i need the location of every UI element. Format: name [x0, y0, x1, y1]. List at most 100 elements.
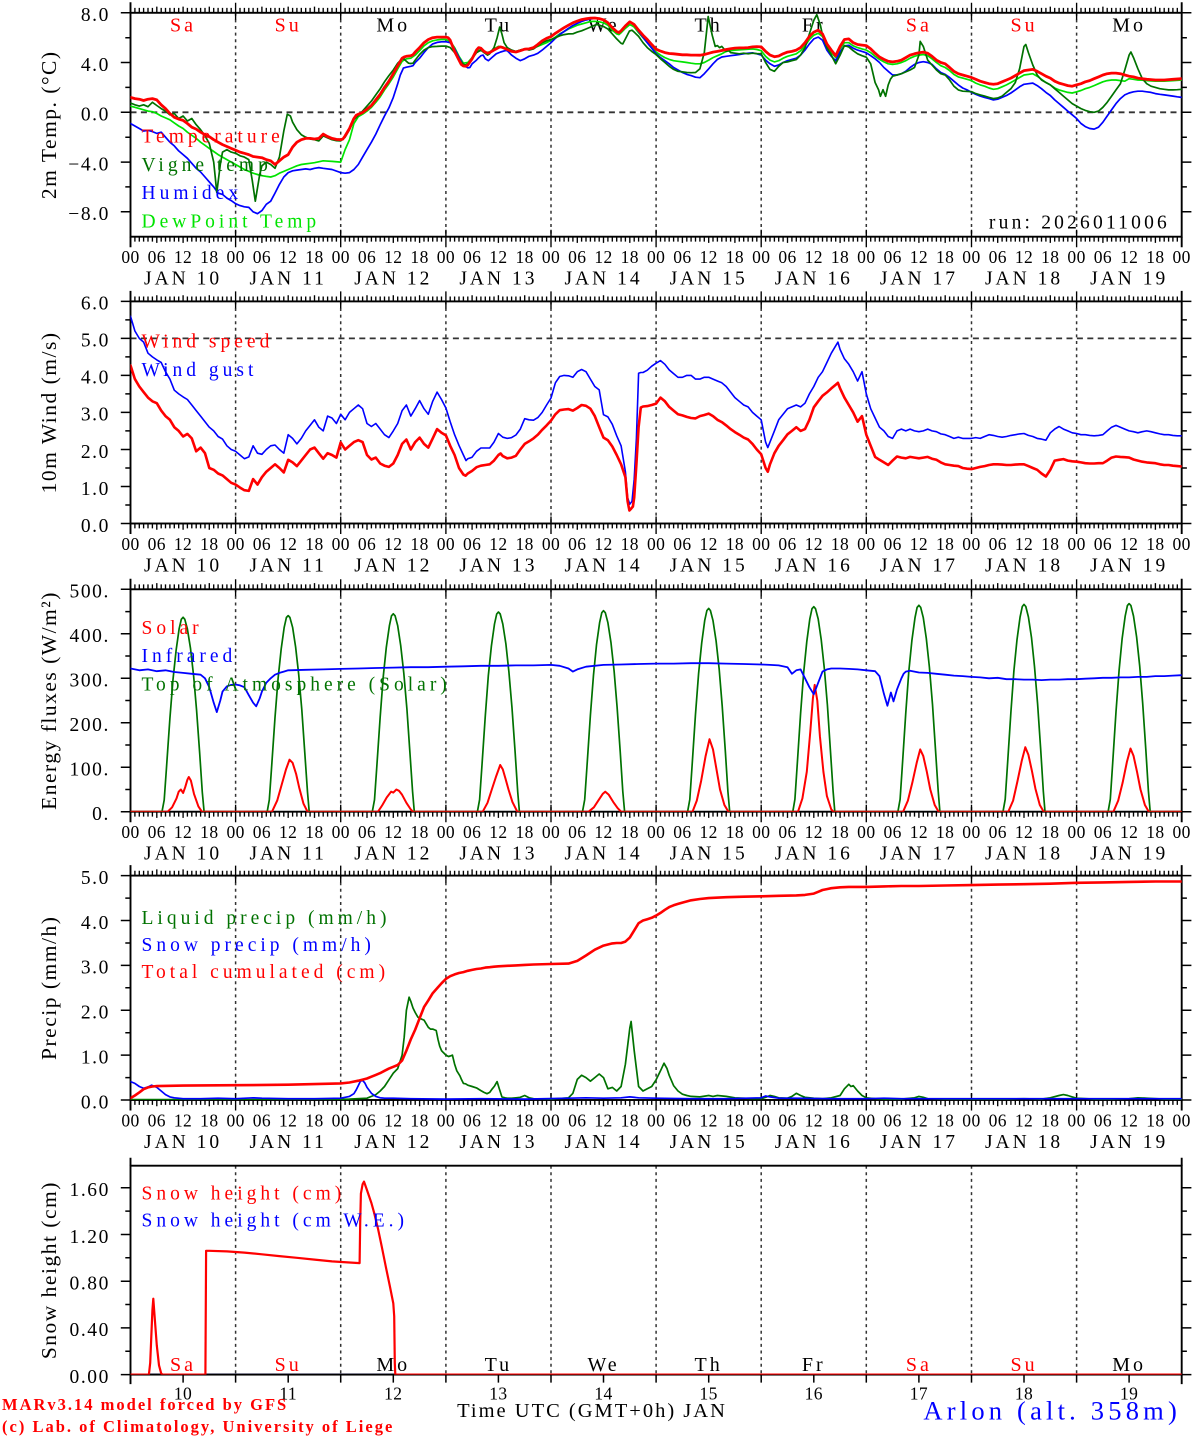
svg-text:00: 00 — [542, 247, 560, 267]
svg-text:12: 12 — [1015, 247, 1033, 267]
svg-text:06: 06 — [883, 822, 901, 842]
svg-text:06: 06 — [463, 534, 481, 554]
svg-text:13: 13 — [489, 1384, 507, 1404]
svg-text:JAN 18: JAN 18 — [985, 269, 1063, 290]
svg-text:18: 18 — [726, 534, 744, 554]
svg-text:18: 18 — [726, 247, 744, 267]
svg-text:00: 00 — [962, 247, 980, 267]
svg-text:18: 18 — [1146, 247, 1164, 267]
svg-text:JAN 15: JAN 15 — [670, 844, 748, 865]
svg-text:18: 18 — [305, 534, 323, 554]
svg-text:00: 00 — [121, 534, 139, 554]
svg-text:2m Temp. (°C): 2m Temp. (°C) — [37, 50, 61, 199]
svg-text:JAN 19: JAN 19 — [1090, 555, 1168, 576]
svg-text:Time UTC (GMT+0h) JAN: Time UTC (GMT+0h) JAN — [457, 1400, 727, 1422]
svg-text:18: 18 — [410, 247, 428, 267]
svg-text:19: 19 — [1120, 1384, 1138, 1404]
svg-text:06: 06 — [673, 822, 691, 842]
svg-text:18: 18 — [831, 534, 849, 554]
svg-text:18: 18 — [516, 1111, 534, 1131]
svg-text:Temperature: Temperature — [142, 127, 284, 148]
svg-text:12: 12 — [1015, 822, 1033, 842]
svg-text:Mo: Mo — [376, 15, 410, 37]
svg-text:JAN 17: JAN 17 — [880, 844, 958, 865]
svg-text:06: 06 — [1094, 822, 1112, 842]
svg-text:We: We — [587, 1354, 619, 1376]
svg-text:00: 00 — [226, 1111, 244, 1131]
svg-text:00: 00 — [542, 534, 560, 554]
svg-text:18: 18 — [200, 534, 218, 554]
svg-text:12: 12 — [1120, 247, 1138, 267]
svg-text:06: 06 — [673, 247, 691, 267]
svg-text:18: 18 — [621, 534, 639, 554]
svg-text:Mo: Mo — [1112, 1354, 1146, 1376]
svg-text:00: 00 — [647, 1111, 665, 1131]
svg-text:00: 00 — [752, 1111, 770, 1131]
svg-text:00: 00 — [226, 247, 244, 267]
svg-text:6.0: 6.0 — [81, 294, 110, 315]
svg-text:16: 16 — [805, 1384, 823, 1404]
svg-text:06: 06 — [883, 1111, 901, 1131]
svg-text:06: 06 — [253, 247, 271, 267]
svg-text:18: 18 — [936, 247, 954, 267]
svg-text:12: 12 — [910, 534, 928, 554]
svg-text:00: 00 — [1173, 1111, 1191, 1131]
svg-text:18: 18 — [831, 1111, 849, 1131]
svg-text:0.: 0. — [92, 804, 110, 825]
svg-text:00: 00 — [332, 534, 350, 554]
svg-text:00: 00 — [647, 534, 665, 554]
svg-text:06: 06 — [989, 534, 1007, 554]
svg-text:06: 06 — [463, 247, 481, 267]
svg-text:12: 12 — [384, 247, 402, 267]
svg-text:Wind speed: Wind speed — [142, 332, 274, 353]
svg-text:06: 06 — [883, 247, 901, 267]
svg-text:JAN 13: JAN 13 — [459, 844, 537, 865]
svg-text:1.60: 1.60 — [69, 1180, 110, 1201]
svg-text:00: 00 — [1067, 534, 1085, 554]
svg-text:00: 00 — [437, 534, 455, 554]
svg-text:Su: Su — [275, 15, 302, 37]
svg-text:JAN 13: JAN 13 — [459, 1132, 537, 1153]
svg-text:06: 06 — [148, 1111, 166, 1131]
svg-text:00: 00 — [857, 534, 875, 554]
svg-text:11: 11 — [279, 1384, 297, 1404]
svg-text:00: 00 — [437, 1111, 455, 1131]
svg-text:12: 12 — [805, 822, 823, 842]
svg-text:3.0: 3.0 — [81, 958, 110, 979]
svg-text:06: 06 — [148, 534, 166, 554]
svg-text:12: 12 — [384, 822, 402, 842]
svg-text:12: 12 — [1120, 822, 1138, 842]
svg-text:0.80: 0.80 — [69, 1274, 110, 1295]
svg-text:JAN 18: JAN 18 — [985, 555, 1063, 576]
svg-text:Wind gust: Wind gust — [142, 360, 258, 381]
svg-text:00: 00 — [752, 822, 770, 842]
svg-text:4.0: 4.0 — [81, 913, 110, 934]
svg-text:Tu: Tu — [485, 15, 513, 37]
svg-text:00: 00 — [437, 247, 455, 267]
svg-text:18: 18 — [516, 534, 534, 554]
svg-text:06: 06 — [358, 822, 376, 842]
svg-text:Total cumulated (cm): Total cumulated (cm) — [142, 962, 390, 983]
svg-text:00: 00 — [226, 822, 244, 842]
svg-text:JAN 19: JAN 19 — [1090, 844, 1168, 865]
svg-text:18: 18 — [1146, 1111, 1164, 1131]
svg-text:JAN 12: JAN 12 — [354, 269, 432, 290]
svg-text:06: 06 — [778, 1111, 796, 1131]
svg-text:06: 06 — [568, 1111, 586, 1131]
svg-text:12: 12 — [700, 534, 718, 554]
svg-text:12: 12 — [174, 1111, 192, 1131]
svg-text:JAN 15: JAN 15 — [670, 269, 748, 290]
svg-text:18: 18 — [1146, 822, 1164, 842]
svg-text:2.0: 2.0 — [81, 1003, 110, 1024]
svg-text:Mo: Mo — [376, 1354, 410, 1376]
svg-text:Su: Su — [1010, 15, 1037, 37]
svg-text:06: 06 — [989, 247, 1007, 267]
svg-text:18: 18 — [936, 822, 954, 842]
svg-text:0.0: 0.0 — [81, 1092, 110, 1113]
svg-text:Top of Atmosphere (Solar): Top of Atmosphere (Solar) — [142, 675, 451, 696]
svg-text:Snow height (cm W.E.): Snow height (cm W.E.) — [142, 1211, 409, 1232]
svg-text:12: 12 — [910, 1111, 928, 1131]
svg-text:12: 12 — [489, 247, 507, 267]
svg-text:18: 18 — [621, 1111, 639, 1131]
svg-text:00: 00 — [542, 822, 560, 842]
